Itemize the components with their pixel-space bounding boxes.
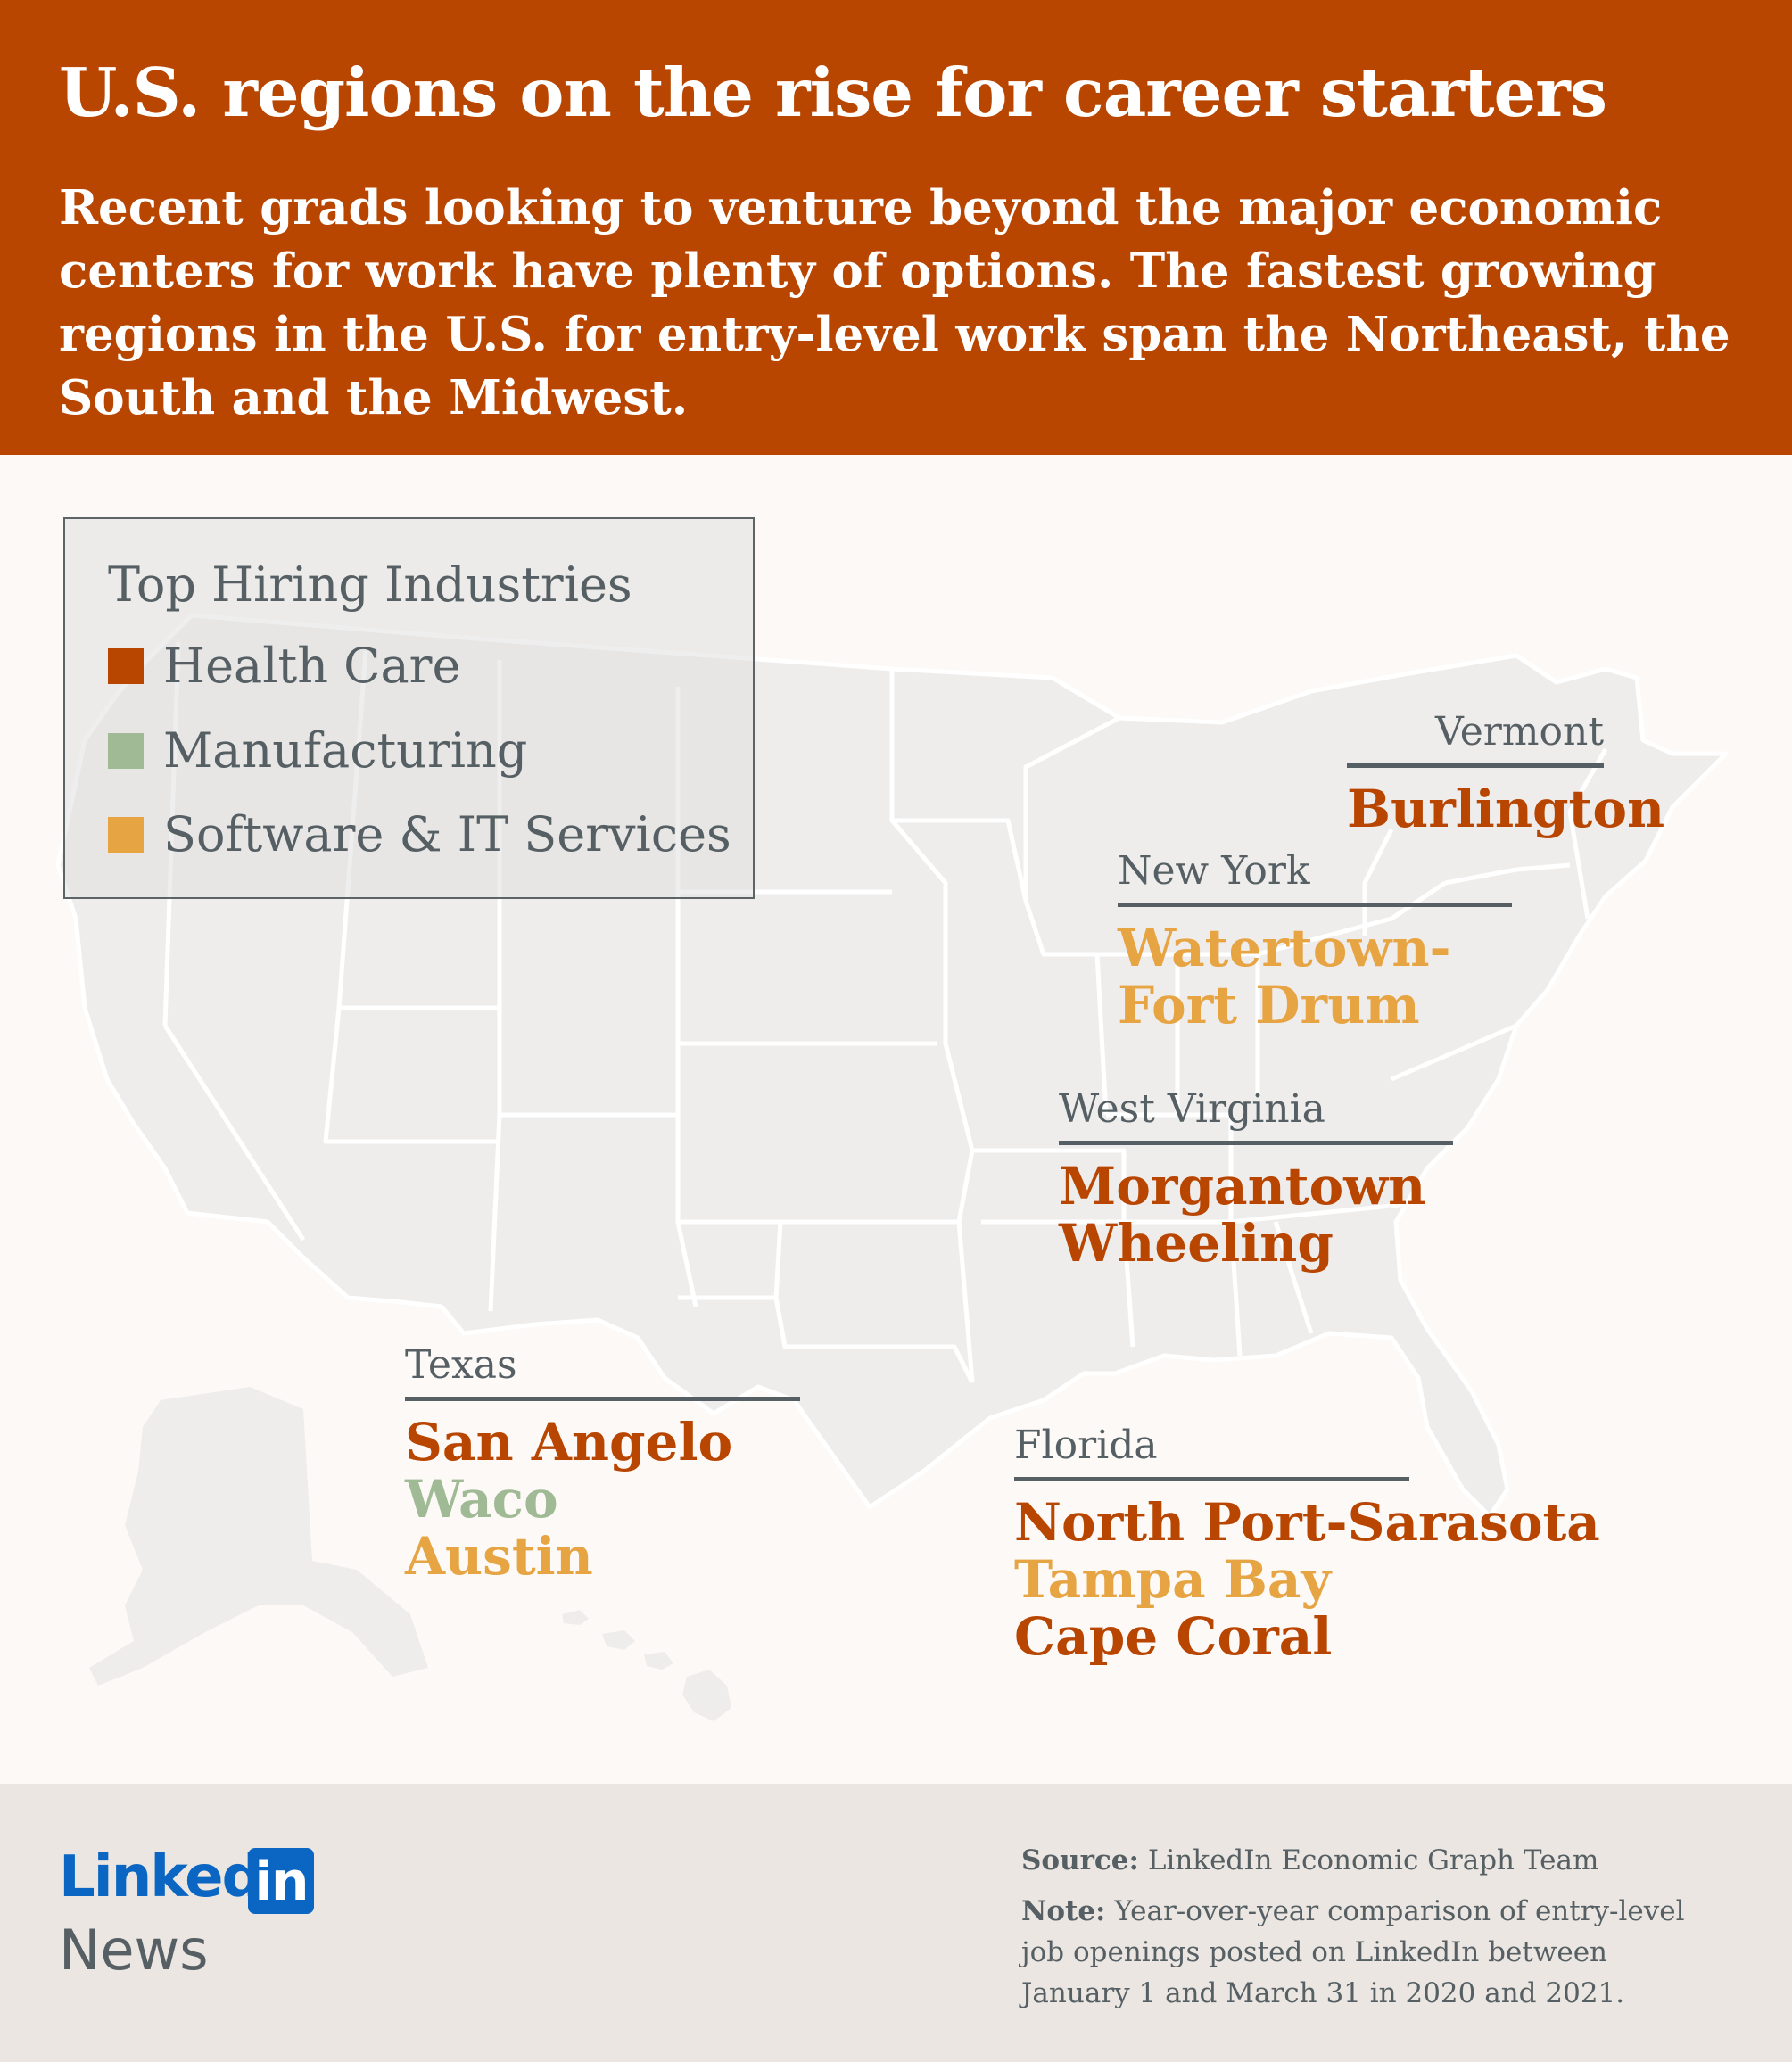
region-florida: Florida North Port-Sarasota Tampa Bay Ca… (1014, 1423, 1600, 1667)
legend-label: Health Care (163, 638, 461, 694)
alaska-shape (89, 1387, 428, 1686)
source-label: Source: (1021, 1844, 1139, 1876)
health-care-swatch (108, 648, 144, 684)
region-new-york: New York Watertown- Fort Drum (1118, 849, 1512, 1034)
city-label: Cape Coral (1014, 1606, 1333, 1667)
legend: Top Hiring Industries Health Care Manufa… (63, 517, 755, 899)
city-label: Waco (405, 1469, 558, 1530)
region-rule (1014, 1477, 1409, 1481)
hawaii-shape (562, 1610, 731, 1721)
footer: Linked in News Source: LinkedIn Economic… (0, 1784, 1792, 2062)
page-subtitle: Recent grads looking to venture beyond t… (59, 180, 1730, 425)
software-swatch (108, 817, 144, 853)
logo-linked-text: Linked (59, 1844, 262, 1910)
page-title: U.S. regions on the rise for career star… (59, 54, 1607, 132)
source-text: LinkedIn Economic Graph Team (1138, 1844, 1599, 1876)
region-west-virginia: West Virginia Morgantown Wheeling (1059, 1087, 1453, 1272)
city-label: Watertown- (1118, 918, 1451, 978)
region-rule (1059, 1141, 1453, 1145)
header-banner: U.S. regions on the rise for career star… (0, 0, 1792, 455)
city-label: Tampa Bay (1014, 1549, 1332, 1610)
state-label: Texas (405, 1342, 517, 1388)
state-label: West Virginia (1059, 1086, 1325, 1132)
region-rule (405, 1397, 800, 1401)
city-label: Burlington (1347, 779, 1665, 839)
manufacturing-swatch (108, 733, 144, 769)
state-label: New York (1118, 848, 1310, 894)
state-label: Vermont (1434, 709, 1604, 755)
logo-in-box: in (248, 1848, 314, 1914)
city-label: Wheeling (1059, 1213, 1334, 1274)
region-texas: Texas San Angelo Waco Austin (405, 1343, 800, 1585)
city-label: North Port-Sarasota (1014, 1492, 1600, 1553)
logo-news-text: News (59, 1918, 209, 1983)
city-label: Morgantown (1059, 1156, 1426, 1217)
city-label: San Angelo (405, 1412, 733, 1472)
legend-label: Manufacturing (163, 722, 528, 779)
note-text: Year-over-year comparison of entry-level… (1021, 1895, 1685, 2009)
note-line: Note: Year-over-year comparison of entry… (1021, 1891, 1717, 2014)
state-label: Florida (1014, 1423, 1158, 1468)
region-rule (1118, 903, 1512, 907)
source-line: Source: LinkedIn Economic Graph Team (1021, 1844, 1598, 1876)
legend-label: Software & IT Services (163, 806, 731, 862)
city-label: Austin (405, 1526, 593, 1587)
legend-title: Top Hiring Industries (108, 557, 632, 613)
city-label: Fort Drum (1118, 975, 1420, 1035)
region-rule (1347, 763, 1604, 768)
region-vermont: Vermont Burlington (1347, 709, 1665, 839)
note-label: Note: (1021, 1895, 1106, 1927)
